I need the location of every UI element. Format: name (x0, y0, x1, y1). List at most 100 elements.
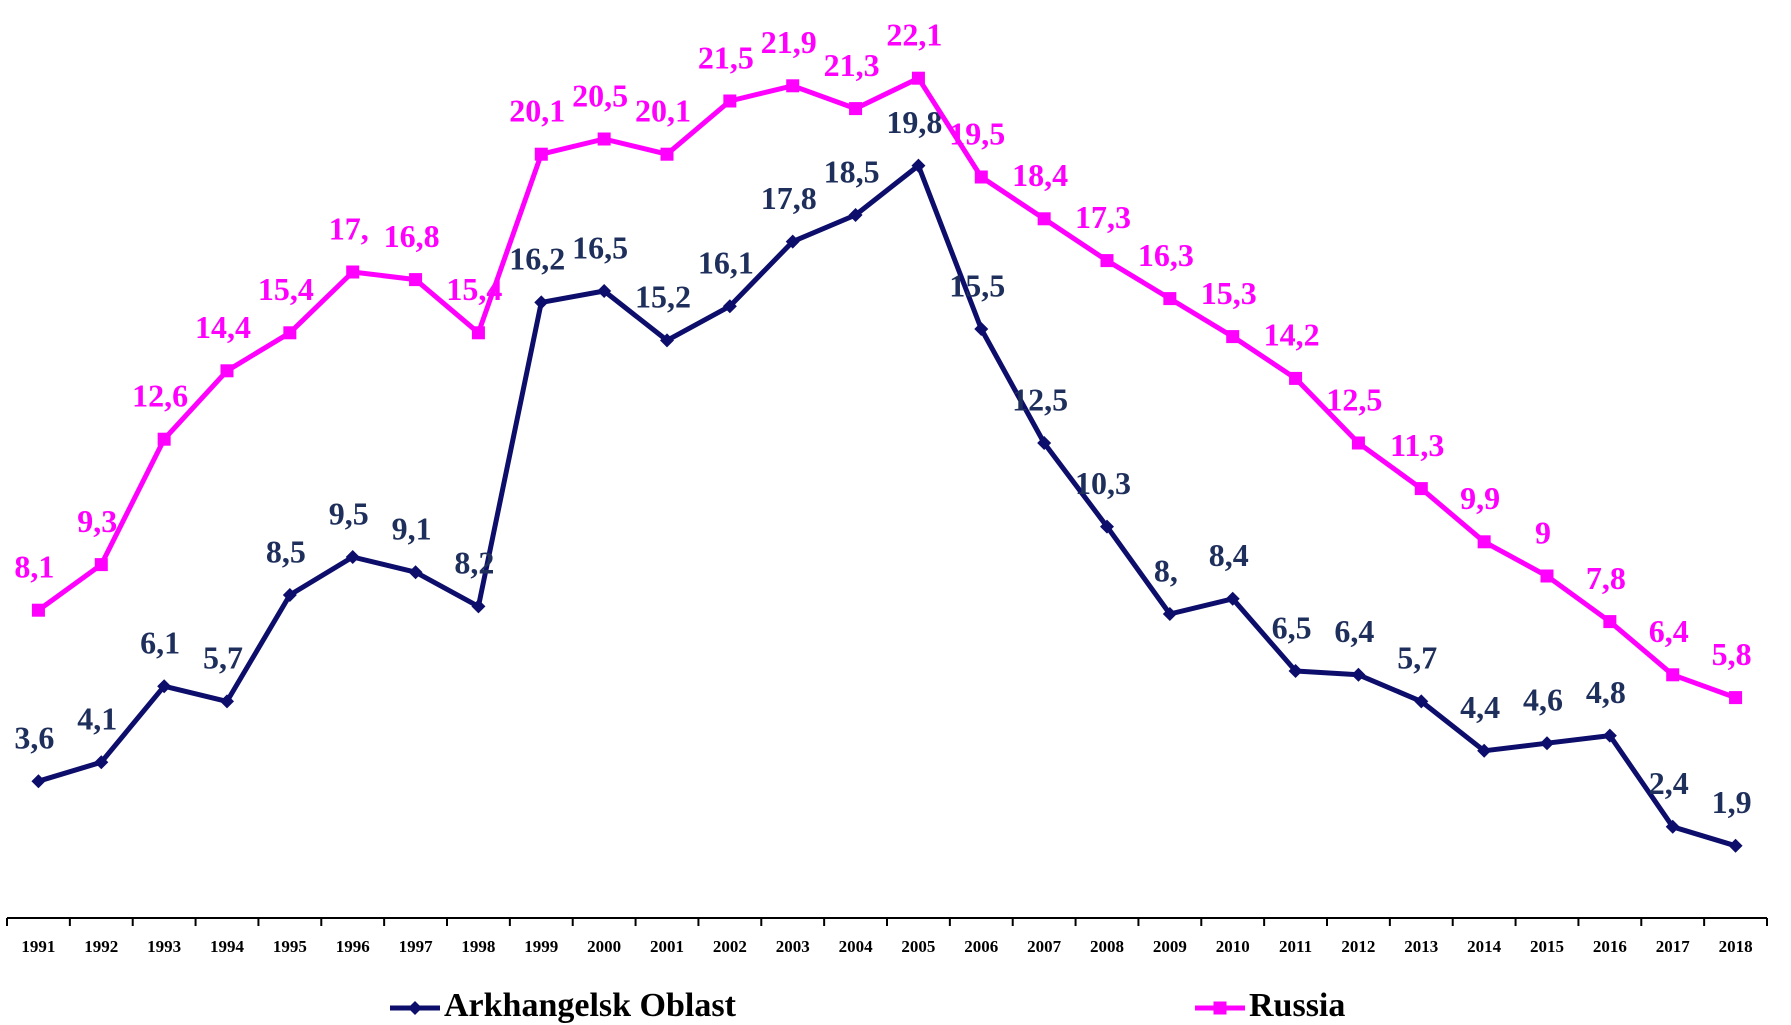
x-tick-label: 1998 (461, 937, 495, 956)
x-tick-label: 2010 (1216, 937, 1250, 956)
point-marker (1540, 736, 1554, 751)
x-tick-label: 1994 (210, 937, 245, 956)
point-marker (220, 364, 234, 378)
data-label: 12,5 (1326, 381, 1382, 417)
x-tick-label: 2017 (1656, 937, 1691, 956)
point-marker (660, 333, 674, 348)
x-tick-label: 1993 (147, 937, 181, 956)
point-marker (220, 694, 234, 709)
x-tick-label: 1992 (84, 937, 118, 956)
x-tick-label: 2018 (1719, 937, 1753, 956)
point-marker (1351, 436, 1365, 450)
data-label: 22,1 (886, 17, 942, 53)
point-marker (409, 273, 423, 287)
x-tick-label: 2009 (1153, 937, 1187, 956)
point-marker (471, 326, 485, 340)
point-marker (911, 71, 925, 85)
legend-label: Arkhangelsk Oblast (444, 987, 737, 1024)
data-label: 8,2 (454, 545, 494, 581)
data-label: 8,5 (266, 533, 306, 569)
data-label: 21,9 (761, 24, 817, 60)
data-label: 16,2 (509, 241, 565, 277)
x-tick-label: 2006 (964, 937, 998, 956)
point-marker (282, 588, 297, 602)
data-label: 12,5 (1012, 381, 1068, 417)
point-marker (94, 558, 108, 572)
data-label: 4,4 (1460, 689, 1500, 725)
point-marker (1729, 691, 1743, 705)
point-marker (346, 265, 360, 279)
point-marker (94, 755, 109, 770)
data-label: 18,4 (1012, 157, 1068, 193)
point-marker (660, 147, 674, 161)
point-marker (1414, 482, 1428, 496)
data-label: 17, (329, 210, 369, 246)
point-marker (157, 432, 171, 446)
data-label: 14,4 (195, 309, 251, 345)
point-marker (1477, 535, 1491, 549)
point-marker (31, 774, 46, 789)
x-tick-label: 2003 (776, 937, 810, 956)
point-marker (849, 102, 863, 116)
data-label: 9,3 (77, 503, 117, 539)
point-marker (534, 295, 549, 310)
x-tick-label: 2011 (1279, 937, 1312, 956)
x-tick-label: 2000 (587, 937, 621, 956)
data-label: 15,3 (1201, 275, 1257, 311)
data-label: 15,4 (446, 271, 502, 307)
data-label: 7,8 (1586, 560, 1626, 596)
data-label: 19,8 (886, 104, 942, 140)
point-marker (1037, 436, 1052, 450)
point-marker (157, 679, 172, 694)
data-label: 9,9 (1460, 480, 1500, 516)
x-tick-label: 1995 (273, 937, 307, 956)
legend-marker (408, 1001, 422, 1015)
data-label: 21,3 (824, 47, 880, 83)
series-line (37, 163, 1737, 849)
point-marker (1414, 694, 1429, 709)
data-label: 6,4 (1649, 613, 1689, 649)
point-marker (722, 299, 737, 314)
data-label: 17,8 (761, 180, 817, 216)
data-label: 20,1 (635, 93, 691, 129)
data-label: 15,5 (949, 267, 1005, 303)
x-tick-label: 2005 (901, 937, 935, 956)
data-label: 6,1 (140, 625, 180, 661)
point-marker (408, 565, 423, 580)
data-label: 6,5 (1272, 609, 1312, 645)
point-marker (1037, 212, 1051, 226)
x-tick-label: 1991 (21, 937, 55, 956)
point-marker (1100, 519, 1114, 534)
data-label: 8,4 (1209, 537, 1249, 573)
legend-marker (1213, 1001, 1227, 1015)
point-marker (974, 170, 988, 184)
point-marker (1602, 728, 1617, 743)
data-label: 18,5 (824, 153, 880, 189)
data-label: 16,8 (384, 218, 440, 254)
data-label: 14,2 (1264, 317, 1320, 353)
data-label: 4,8 (1586, 674, 1626, 710)
point-marker (786, 79, 800, 93)
point-marker (1163, 292, 1177, 306)
data-label: 9,1 (392, 511, 432, 547)
point-marker (1728, 838, 1743, 853)
point-marker (345, 550, 360, 564)
data-label: 16,1 (698, 245, 754, 281)
point-marker (1289, 371, 1303, 385)
data-label: 19,5 (949, 115, 1005, 151)
point-marker (723, 94, 737, 108)
x-tick-label: 2007 (1027, 937, 1062, 956)
data-label: 1,9 (1712, 784, 1752, 820)
data-label: 17,3 (1075, 199, 1131, 235)
point-marker (471, 599, 486, 614)
series-line (36, 75, 1737, 700)
legend-label: Russia (1249, 987, 1345, 1024)
data-label: 21,5 (698, 39, 754, 75)
data-label: 10,3 (1075, 465, 1131, 501)
point-marker (597, 284, 612, 298)
data-label: 9,5 (329, 495, 369, 531)
data-label: 5,8 (1712, 636, 1752, 672)
data-label: 16,3 (1138, 237, 1194, 273)
data-label: 20,5 (572, 77, 628, 113)
point-marker (1288, 664, 1303, 678)
